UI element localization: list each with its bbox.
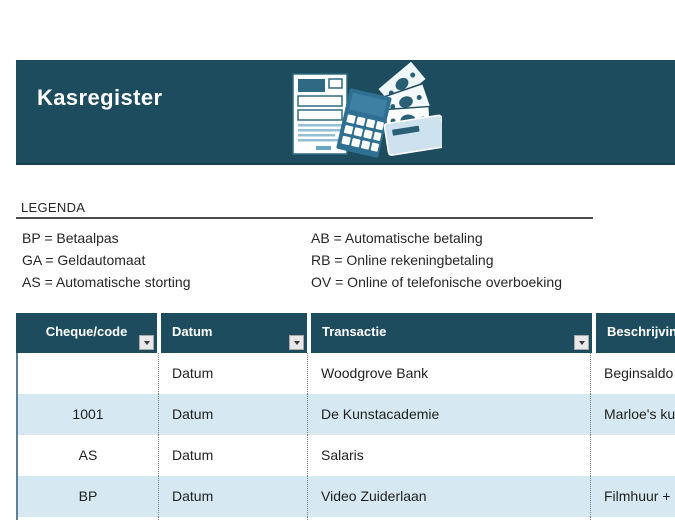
table-row xyxy=(18,517,675,520)
legend-item: GA = Geldautomaat xyxy=(22,252,146,268)
filter-dropdown-icon xyxy=(578,340,585,345)
cell-datum[interactable]: Datum xyxy=(159,435,308,476)
table-header-row: Cheque/code Datum Transactie Beschrijvin… xyxy=(16,313,675,353)
legend-column-left: BP = Betaalpas GA = Geldautomaat AS = Au… xyxy=(22,227,190,293)
table-row: 1001 Datum De Kunstacademie Marloe's ku xyxy=(18,394,675,435)
title-band: Kasregister xyxy=(16,60,675,165)
filter-button[interactable] xyxy=(139,335,154,350)
cell-beschrijving[interactable]: Marloe's ku xyxy=(604,406,675,422)
legend-column-right: AB = Automatische betaling RB = Online r… xyxy=(311,227,562,293)
cell-transactie[interactable]: Woodgrove Bank xyxy=(308,353,591,394)
cell-transactie[interactable]: De Kunstacademie xyxy=(308,394,591,435)
calculator-icon xyxy=(336,88,392,158)
cell-cheque-code[interactable]: BP xyxy=(18,476,159,517)
column-header-label: Beschrijving xyxy=(607,324,675,339)
legend-item: BP = Betaalpas xyxy=(22,230,119,246)
cell-datum[interactable]: Datum xyxy=(159,394,308,435)
page-title: Kasregister xyxy=(37,85,163,110)
cell-cheque-code[interactable]: 1001 xyxy=(18,394,159,435)
legend-divider xyxy=(16,217,593,219)
cell-cheque-code[interactable]: AS xyxy=(18,435,159,476)
receipt-icon xyxy=(292,73,348,155)
table-row: AS Datum Salaris xyxy=(18,435,675,476)
cell-datum[interactable]: Datum xyxy=(159,353,308,394)
cell-transactie[interactable]: Video Zuiderlaan xyxy=(308,476,591,517)
credit-card-icon xyxy=(383,114,442,156)
column-header-cheque-code[interactable]: Cheque/code xyxy=(16,313,157,353)
cell-transactie[interactable]: Salaris xyxy=(308,435,591,476)
cell-transactie[interactable] xyxy=(308,517,591,520)
cell-beschrijving[interactable]: Filmhuur + xyxy=(604,488,671,504)
cell-cheque-code[interactable] xyxy=(18,353,159,394)
filter-button[interactable] xyxy=(289,335,304,350)
column-header-beschrijving[interactable]: Beschrijving xyxy=(596,313,675,353)
cell-beschrijving[interactable]: Beginsaldo xyxy=(604,365,674,381)
column-header-transactie[interactable]: Transactie xyxy=(311,313,592,353)
transactions-table: Cheque/code Datum Transactie Beschrijvin… xyxy=(16,313,675,520)
cell-cheque-code[interactable] xyxy=(18,517,159,520)
filter-dropdown-icon xyxy=(293,340,300,345)
filter-button[interactable] xyxy=(574,335,589,350)
cell-datum[interactable] xyxy=(159,517,308,520)
column-header-label: Cheque/code xyxy=(45,324,128,339)
table-row: BP Datum Video Zuiderlaan Filmhuur + xyxy=(18,476,675,517)
legend-item: AB = Automatische betaling xyxy=(311,230,483,246)
column-header-label: Datum xyxy=(172,324,213,339)
legend-heading: LEGENDA xyxy=(21,200,86,215)
filter-dropdown-icon xyxy=(143,340,150,345)
cell-beschrijving[interactable] xyxy=(591,435,675,476)
table-row: Datum Woodgrove Bank Beginsaldo xyxy=(18,353,675,394)
column-header-label: Transactie xyxy=(322,324,387,339)
column-header-datum[interactable]: Datum xyxy=(161,313,307,353)
header-illustration xyxy=(292,62,442,158)
legend-item: OV = Online of telefonische overboeking xyxy=(311,274,562,290)
legend-item: AS = Automatische storting xyxy=(22,274,191,290)
legend-item: RB = Online rekeningbetaling xyxy=(311,252,494,268)
cell-datum[interactable]: Datum xyxy=(159,476,308,517)
table-body: Datum Woodgrove Bank Beginsaldo 1001 Dat… xyxy=(16,353,675,520)
